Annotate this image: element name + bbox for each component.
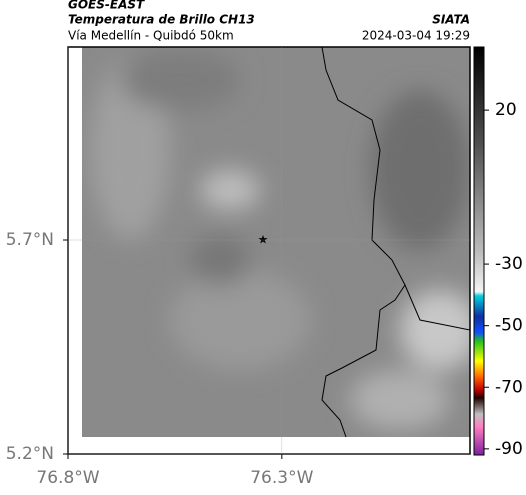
x-tick-label: 76.3°W (250, 468, 313, 488)
product: Temperatura de Brillo CH13 (68, 13, 255, 27)
colorbar-tick-label: -90 (495, 439, 523, 459)
colorbar-tick-label: -50 (495, 316, 523, 336)
x-tick-label: 76.8°W (36, 468, 99, 488)
satellite-image (82, 47, 470, 437)
datetime: 2024-03-04 19:29 (362, 29, 470, 43)
colorbar-tick-label: -70 (495, 377, 523, 397)
colorbar-tick-label: 20 (495, 100, 517, 120)
y-tick-label: 5.2°N (6, 444, 54, 464)
source: SIATA (432, 13, 470, 27)
region: Vía Medellín - Quibdó 50km (68, 29, 234, 43)
satellite: GOES-EAST (68, 0, 145, 12)
colorbar (473, 46, 485, 456)
location-star: ★ (258, 233, 269, 247)
colorbar-tick-label: -30 (495, 254, 523, 274)
y-tick-label: 5.7°N (6, 230, 54, 250)
